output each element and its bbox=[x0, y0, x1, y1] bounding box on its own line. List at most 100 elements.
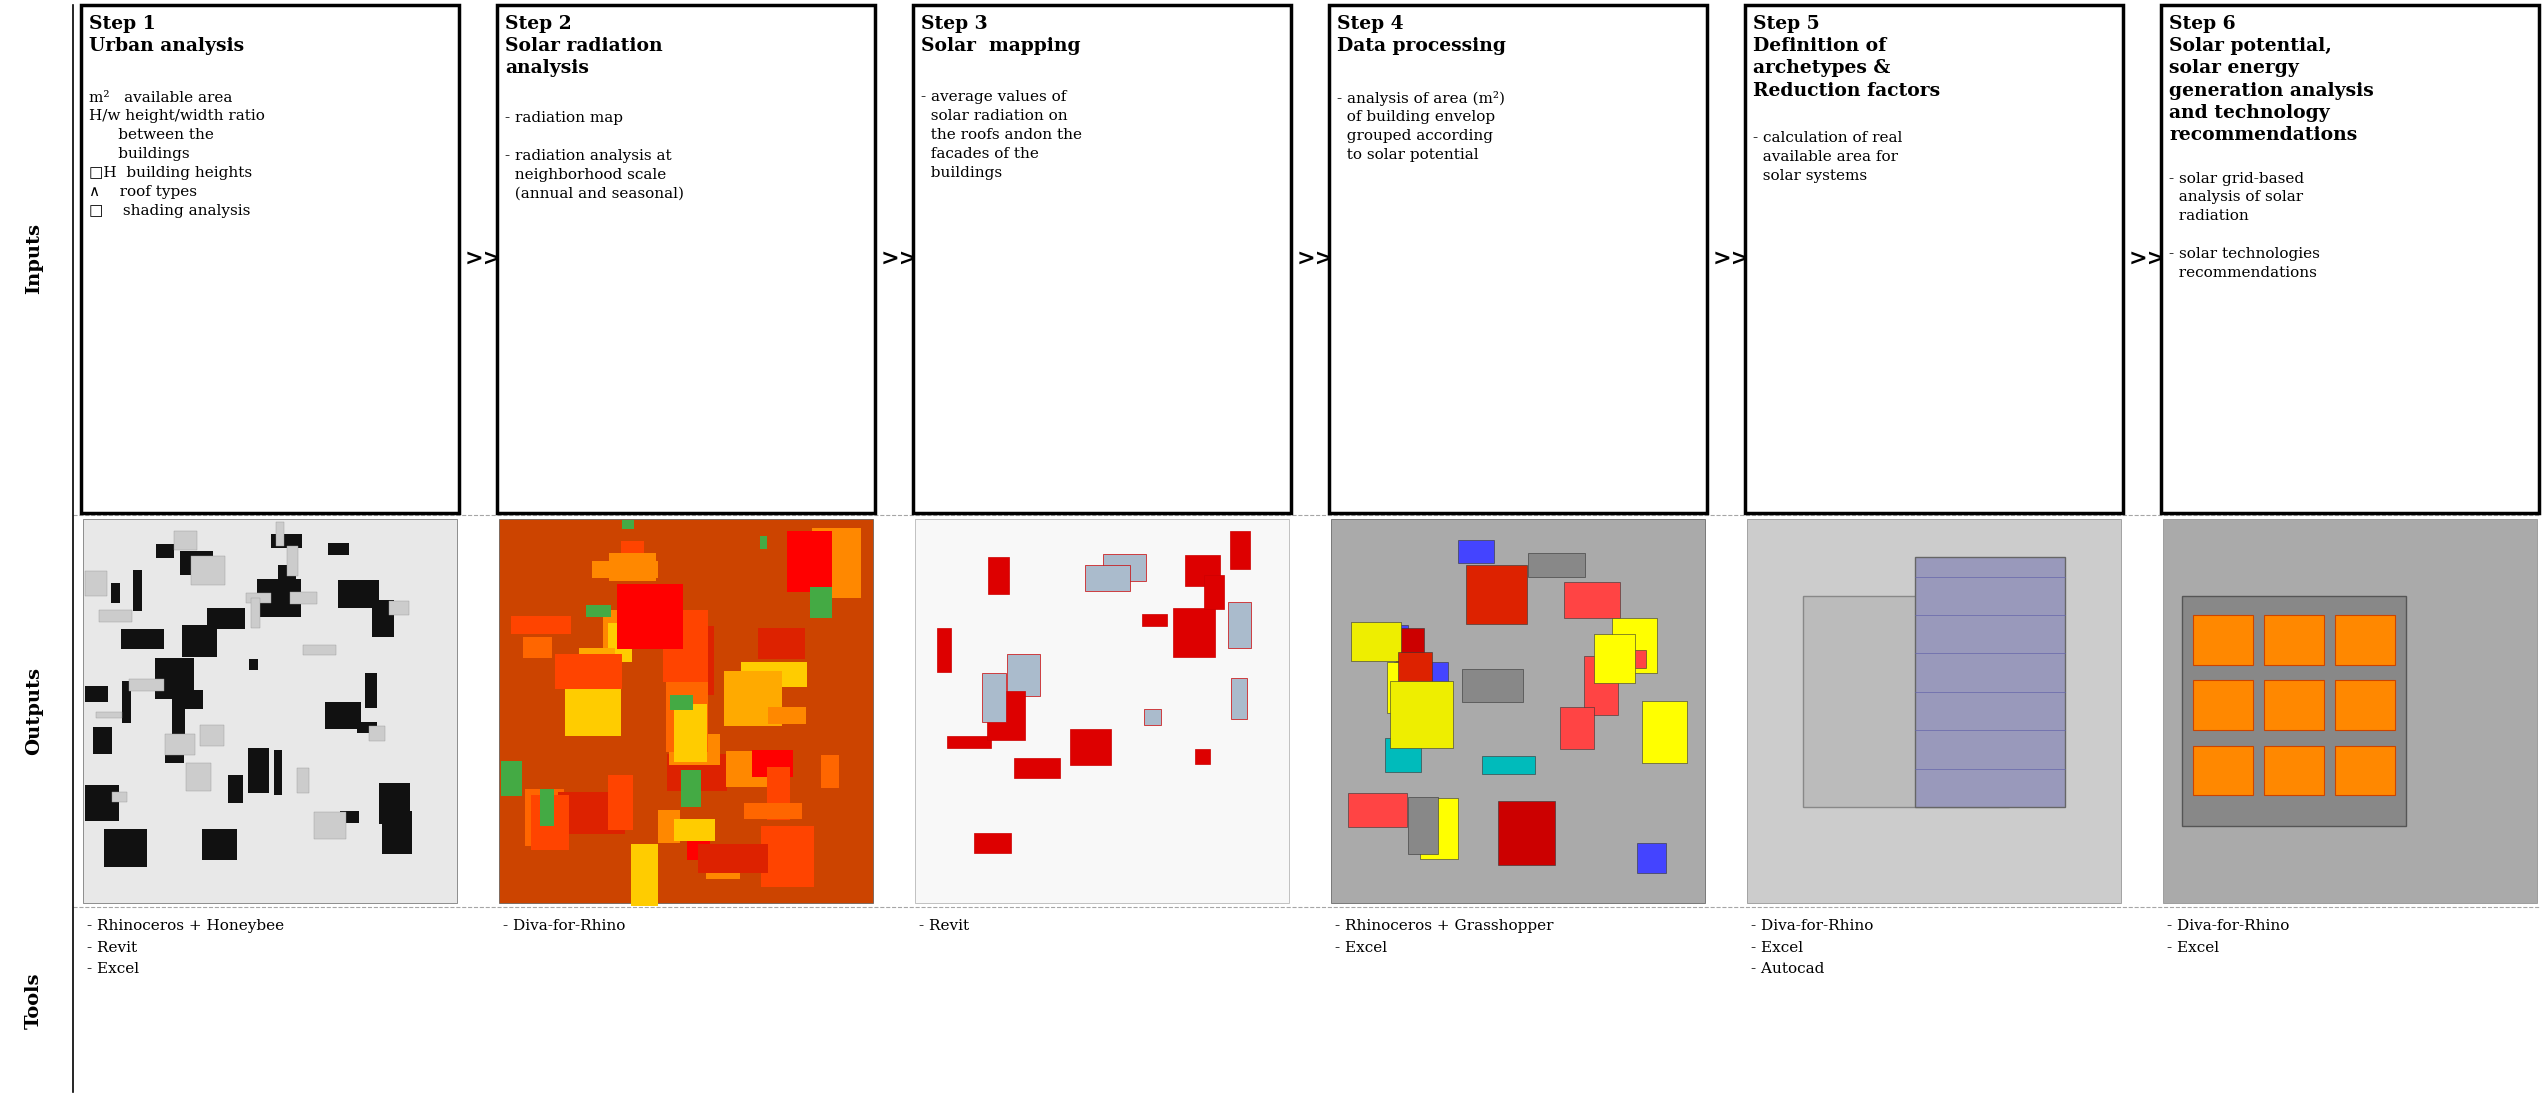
Bar bbox=[1332, 519, 1704, 903]
Bar bbox=[357, 722, 377, 733]
Bar bbox=[2193, 615, 2252, 665]
Text: Tools: Tools bbox=[25, 973, 43, 1028]
Bar bbox=[1459, 540, 1495, 563]
Bar bbox=[1352, 622, 1401, 661]
Bar bbox=[122, 680, 130, 723]
Bar bbox=[810, 586, 833, 618]
Bar bbox=[741, 662, 807, 687]
Text: Step 4
Data processing: Step 4 Data processing bbox=[1337, 15, 1505, 55]
Bar bbox=[1419, 798, 1457, 859]
Bar bbox=[1391, 682, 1452, 748]
Text: - average values of
  solar radiation on
  the roofs andon the
  facades of the
: - average values of solar radiation on t… bbox=[922, 91, 1082, 181]
Bar bbox=[706, 848, 741, 880]
Bar bbox=[1070, 730, 1110, 766]
Bar bbox=[166, 735, 183, 763]
Text: - solar grid-based
  analysis of solar
  radiation

- solar technologies
  recom: - solar grid-based analysis of solar rad… bbox=[2170, 172, 2320, 280]
Bar bbox=[683, 626, 713, 695]
Text: Step 3
Solar  mapping: Step 3 Solar mapping bbox=[922, 15, 1080, 55]
Bar bbox=[751, 750, 792, 778]
Bar bbox=[329, 543, 349, 556]
Bar bbox=[1467, 565, 1528, 625]
Bar bbox=[609, 622, 632, 662]
Bar bbox=[988, 557, 1009, 594]
Bar bbox=[532, 795, 568, 850]
Bar bbox=[756, 628, 805, 659]
Text: Step 5
Definition of
archetypes &
Reduction factors: Step 5 Definition of archetypes & Reduct… bbox=[1752, 15, 1941, 100]
Bar bbox=[112, 792, 127, 802]
Bar bbox=[1230, 531, 1251, 569]
Bar bbox=[1612, 650, 1645, 667]
Bar bbox=[762, 826, 815, 887]
Bar bbox=[680, 770, 700, 807]
Bar bbox=[937, 628, 950, 673]
Bar bbox=[983, 673, 1006, 722]
Bar bbox=[1085, 566, 1131, 591]
Bar bbox=[499, 519, 874, 903]
Bar bbox=[976, 833, 1011, 853]
Text: - calculation of real
  available area for
  solar systems: - calculation of real available area for… bbox=[1752, 131, 1903, 183]
Bar bbox=[667, 754, 728, 791]
Text: - Diva-for-Rhino
- Excel
- Autocad: - Diva-for-Rhino - Excel - Autocad bbox=[1750, 919, 1875, 977]
Bar bbox=[2193, 745, 2252, 795]
Bar bbox=[2193, 680, 2252, 730]
Bar bbox=[339, 580, 380, 608]
Bar bbox=[99, 610, 132, 622]
Bar bbox=[1498, 801, 1554, 864]
Bar bbox=[2162, 519, 2537, 903]
Bar bbox=[2336, 615, 2394, 665]
Bar bbox=[665, 683, 708, 753]
Bar bbox=[698, 845, 769, 873]
Bar bbox=[723, 671, 782, 725]
Text: m²   available area
H/w height/width ratio
      between the
      buildings
□H : m² available area H/w height/width ratio… bbox=[89, 91, 265, 218]
Bar bbox=[104, 829, 148, 868]
Text: >>: >> bbox=[881, 248, 917, 270]
Bar bbox=[84, 571, 107, 596]
Bar bbox=[1745, 5, 2124, 513]
Bar bbox=[84, 519, 456, 903]
Text: >>: >> bbox=[464, 248, 502, 270]
Bar bbox=[820, 755, 838, 788]
Bar bbox=[155, 659, 194, 699]
Bar bbox=[122, 629, 163, 649]
Text: - Rhinoceros + Honeybee
- Revit
- Excel: - Rhinoceros + Honeybee - Revit - Excel bbox=[87, 919, 285, 977]
Bar bbox=[372, 601, 395, 637]
Bar bbox=[947, 736, 991, 748]
Bar bbox=[621, 542, 644, 558]
Bar bbox=[84, 785, 120, 820]
Bar bbox=[326, 702, 362, 729]
Bar bbox=[229, 776, 242, 803]
Text: >>: >> bbox=[1712, 248, 1750, 270]
Bar bbox=[1747, 519, 2122, 903]
Bar bbox=[346, 589, 362, 603]
Text: - Revit: - Revit bbox=[919, 919, 968, 933]
Bar bbox=[759, 536, 767, 549]
Bar bbox=[97, 712, 122, 718]
Bar bbox=[166, 734, 196, 755]
Bar bbox=[2264, 680, 2323, 730]
Bar bbox=[288, 547, 298, 577]
Bar bbox=[2160, 5, 2539, 513]
Bar bbox=[181, 551, 214, 575]
Bar bbox=[257, 580, 301, 617]
Bar bbox=[173, 531, 199, 550]
Text: Outputs: Outputs bbox=[25, 667, 43, 755]
Bar bbox=[112, 583, 120, 603]
Bar bbox=[84, 686, 110, 702]
Bar bbox=[313, 812, 346, 838]
Bar bbox=[512, 616, 571, 635]
Bar bbox=[1195, 749, 1210, 764]
Bar bbox=[186, 763, 211, 791]
Text: >>: >> bbox=[1296, 248, 1335, 270]
Bar bbox=[912, 5, 1291, 513]
Bar bbox=[201, 829, 237, 860]
Bar bbox=[675, 819, 716, 840]
Bar bbox=[1408, 796, 1439, 853]
Bar bbox=[1205, 575, 1223, 609]
Bar bbox=[1228, 602, 1251, 649]
Text: - Diva-for-Rhino
- Excel: - Diva-for-Rhino - Excel bbox=[2167, 919, 2290, 955]
Bar bbox=[250, 659, 257, 671]
Bar bbox=[1103, 555, 1146, 581]
Bar bbox=[252, 598, 260, 628]
Text: - Rhinoceros + Grasshopper
- Excel: - Rhinoceros + Grasshopper - Excel bbox=[1335, 919, 1554, 955]
Bar bbox=[616, 584, 683, 649]
